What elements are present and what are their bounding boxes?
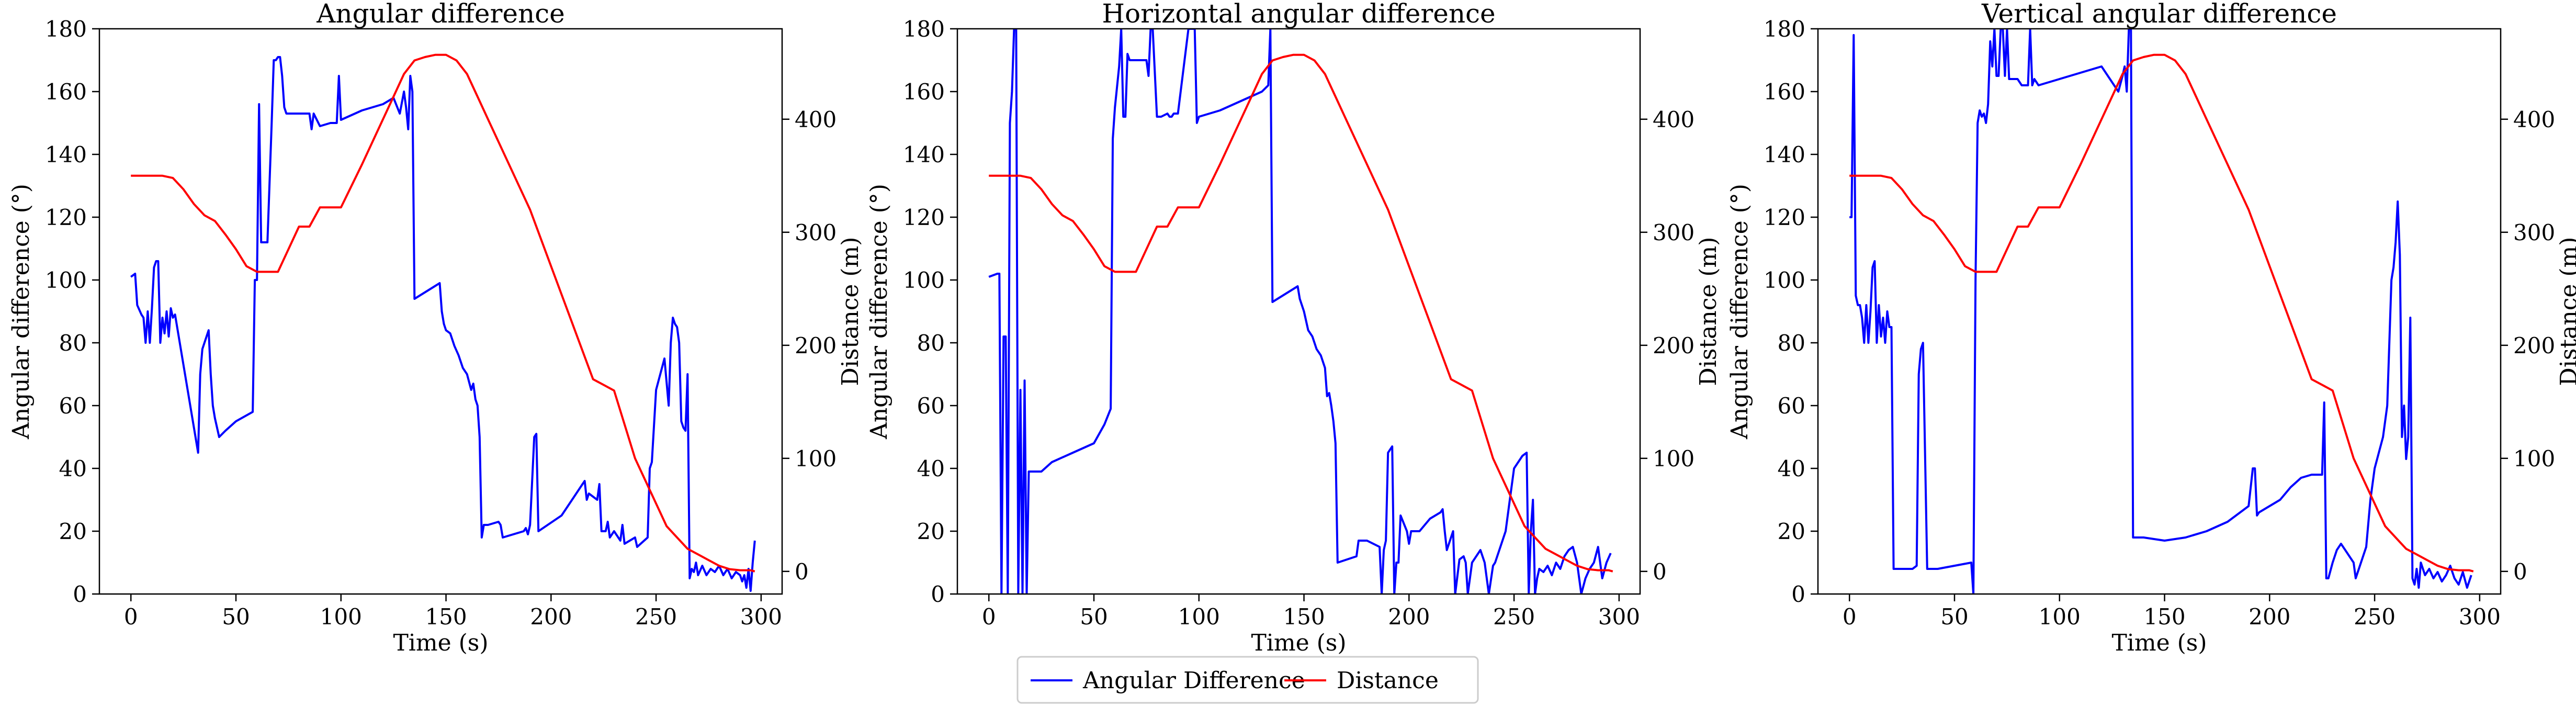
x-tick-label: 300 — [2459, 604, 2501, 630]
series-line-distance — [989, 53, 1613, 573]
y-tick-label: 140 — [1764, 142, 1805, 167]
axes-frame — [98, 28, 783, 595]
y-tick-label: 140 — [45, 142, 87, 167]
x-tick-label: 250 — [1493, 604, 1535, 630]
y-tick-label: 40 — [59, 456, 87, 481]
y2-tick-label: 0 — [1653, 559, 1667, 585]
series-line-angular-difference — [130, 56, 756, 592]
y-tick-label: 180 — [903, 16, 945, 42]
x-tick-label: 300 — [740, 604, 782, 630]
y2-tick-label: 400 — [2513, 107, 2555, 132]
x-tick-label: 0 — [982, 604, 996, 630]
series-line-distance — [131, 53, 755, 573]
y-tick-label: 160 — [903, 79, 945, 105]
y-tick-label: 120 — [45, 205, 87, 230]
y-tick-label: 20 — [59, 519, 87, 544]
subplot-vertical-angular-difference: 0 50 100 150 200 250 300 0 20 40 60 80 100 120 140 160 1… — [1726, 0, 2576, 656]
x-tick-label: 200 — [1388, 604, 1430, 630]
legend: Angular Difference Distance — [1016, 656, 1479, 704]
y-tick-label: 140 — [903, 142, 945, 167]
x-tick-label: 150 — [1283, 604, 1325, 630]
chart-title: Vertical angular difference — [1981, 0, 2337, 29]
y-tick-label: 40 — [1778, 456, 1805, 481]
chart-title: Horizontal angular difference — [1102, 0, 1495, 29]
y2-tick-label: 200 — [1653, 333, 1694, 358]
y-tick-label: 0 — [931, 581, 945, 607]
y2-tick-label: 400 — [795, 107, 837, 132]
legend-label-distance: Distance — [1337, 667, 1439, 694]
y2-tick-label: 100 — [1653, 446, 1694, 472]
y-tick-label: 20 — [1778, 519, 1805, 544]
y-tick-label: 0 — [73, 581, 87, 607]
x-axis-label: Time (s) — [2111, 630, 2207, 656]
x-axis-label: Time (s) — [1251, 630, 1346, 656]
y2-axis-label: Distance (m) — [2556, 237, 2576, 386]
x-tick-label: 100 — [2039, 604, 2081, 630]
subplot-horizontal-angular-difference: 0 50 100 150 200 250 300 0 20 40 60 80 100 120 140 160 1… — [866, 0, 1722, 656]
y2-axis-label: Distance (m) — [1695, 237, 1722, 386]
y-tick-label: 40 — [917, 456, 945, 481]
y-tick-label: 100 — [1764, 267, 1805, 293]
y-tick-label: 80 — [59, 330, 87, 356]
legend-label-angular-difference: Angular Difference — [1082, 667, 1305, 694]
x-tick-label: 50 — [1940, 604, 1968, 630]
y2-tick-label: 100 — [795, 446, 837, 472]
y2-tick-label: 200 — [2513, 333, 2555, 358]
x-tick-label: 50 — [222, 604, 250, 630]
y-axis-label: Angular difference (°) — [1726, 184, 1753, 440]
x-tick-label: 300 — [1598, 604, 1640, 630]
x-tick-label: 100 — [1178, 604, 1220, 630]
x-tick-label: 150 — [425, 604, 467, 630]
y-axis-label: Angular difference (°) — [8, 184, 35, 440]
x-tick-label: 200 — [2249, 604, 2290, 630]
x-tick-label: 100 — [320, 604, 362, 630]
plot-area — [988, 29, 1613, 594]
x-tick-label: 200 — [530, 604, 572, 630]
x-tick-label: 50 — [1080, 604, 1108, 630]
y-axis-label: Angular difference (°) — [866, 184, 892, 440]
y-tick-label: 60 — [1778, 393, 1805, 419]
y-tick-label: 180 — [1764, 16, 1805, 42]
y2-tick-label: 300 — [1653, 220, 1694, 245]
y2-tick-label: 0 — [795, 559, 809, 585]
y-tick-label: 120 — [1764, 205, 1805, 230]
x-tick-label: 0 — [1843, 604, 1857, 630]
y2-tick-label: 100 — [2513, 446, 2555, 472]
y-tick-label: 100 — [903, 267, 945, 293]
y-tick-label: 60 — [917, 393, 945, 419]
y-tick-label: 120 — [903, 205, 945, 230]
plot-area — [130, 53, 756, 592]
x-axis-label: Time (s) — [393, 630, 488, 656]
plot-area — [1849, 29, 2474, 594]
chart-title: Angular difference — [316, 0, 565, 29]
y-tick-label: 160 — [45, 79, 87, 105]
y-tick-label: 80 — [1778, 330, 1805, 356]
y2-axis-label: Distance (m) — [837, 237, 864, 386]
y2-tick-label: 300 — [2513, 220, 2555, 245]
legend-frame — [1016, 656, 1479, 704]
x-tick-label: 150 — [2143, 604, 2185, 630]
y-tick-label: 180 — [45, 16, 87, 42]
series-line-distance — [1849, 53, 2474, 573]
x-tick-label: 250 — [635, 604, 677, 630]
y2-tick-label: 400 — [1653, 107, 1694, 132]
axes-frame — [956, 28, 1641, 595]
subplot-angular-difference: 0 50 100 150 200 250 300 0 20 40 60 80 100 120 140 160 1… — [8, 0, 864, 656]
y2-tick-label: 200 — [795, 333, 837, 358]
axes-frame — [1817, 28, 2502, 595]
y-tick-label: 160 — [1764, 79, 1805, 105]
series-line-angular-difference — [988, 29, 1612, 594]
y2-tick-label: 300 — [795, 220, 837, 245]
x-tick-label: 0 — [124, 604, 138, 630]
y2-tick-label: 0 — [2513, 559, 2527, 585]
y-tick-label: 100 — [45, 267, 87, 293]
y-tick-label: 0 — [1791, 581, 1805, 607]
x-tick-label: 250 — [2354, 604, 2396, 630]
y-tick-label: 60 — [59, 393, 87, 419]
y-tick-label: 80 — [917, 330, 945, 356]
y-tick-label: 20 — [917, 519, 945, 544]
